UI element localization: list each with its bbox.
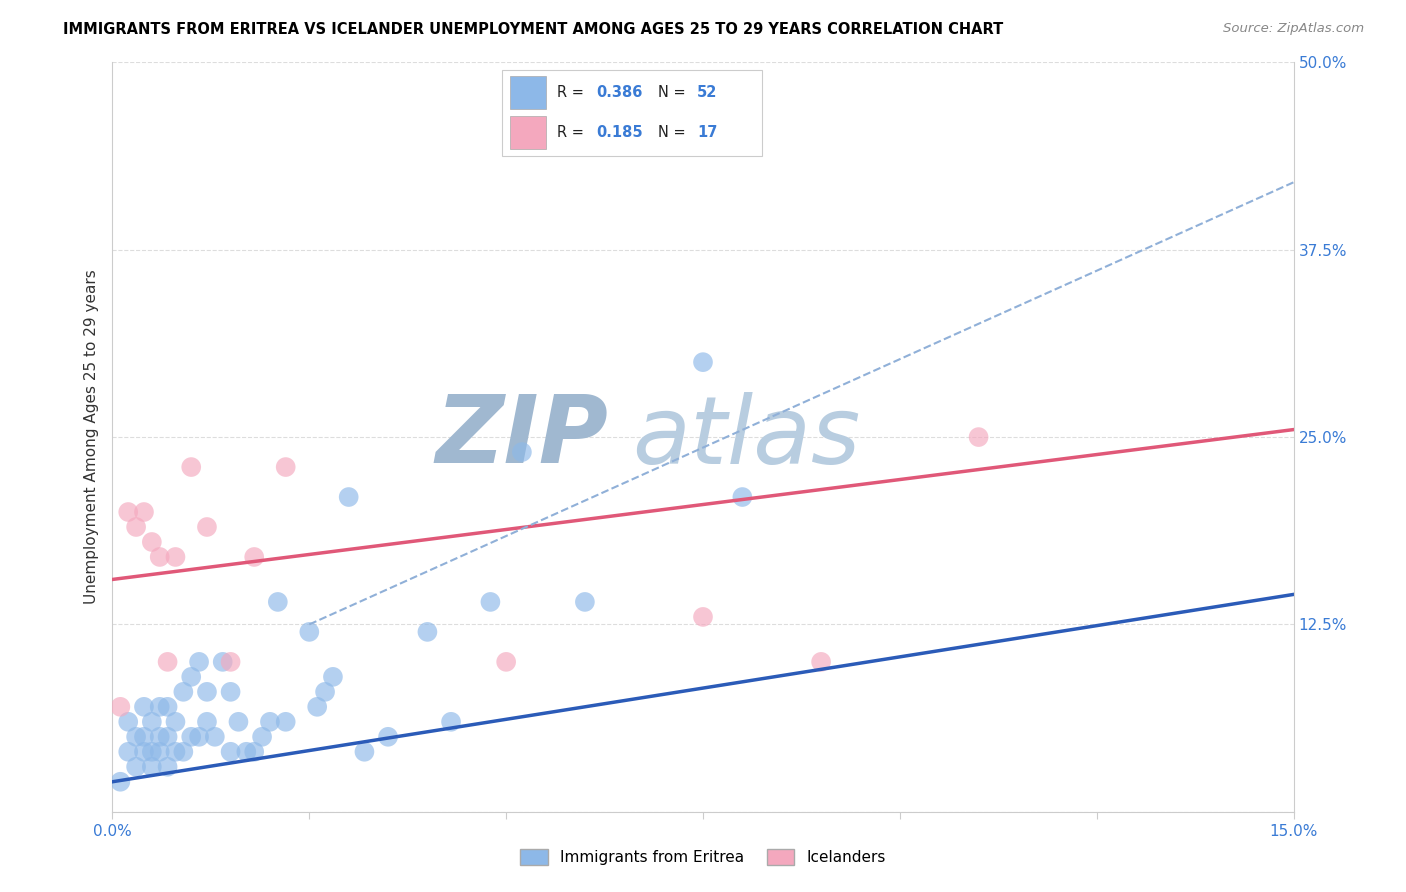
Point <box>211 655 233 669</box>
Legend: Immigrants from Eritrea, Icelanders: Immigrants from Eritrea, Icelanders <box>515 843 891 871</box>
Point <box>156 730 179 744</box>
Point <box>165 714 187 729</box>
Point <box>495 655 517 669</box>
Point <box>219 745 242 759</box>
Point <box>967 430 990 444</box>
Point <box>219 655 242 669</box>
Point <box>219 685 242 699</box>
Point <box>195 685 218 699</box>
Point <box>180 460 202 475</box>
Point <box>110 774 132 789</box>
Point <box>377 730 399 744</box>
Point <box>235 745 257 759</box>
Point <box>267 595 290 609</box>
Point <box>141 745 163 759</box>
Point <box>259 714 281 729</box>
Point <box>510 445 533 459</box>
Text: Source: ZipAtlas.com: Source: ZipAtlas.com <box>1223 22 1364 36</box>
Point <box>574 595 596 609</box>
Point <box>132 505 155 519</box>
Point <box>243 745 266 759</box>
Point <box>353 745 375 759</box>
Point <box>132 730 155 744</box>
Text: ZIP: ZIP <box>436 391 609 483</box>
Point <box>188 730 211 744</box>
Point <box>149 745 172 759</box>
Text: IMMIGRANTS FROM ERITREA VS ICELANDER UNEMPLOYMENT AMONG AGES 25 TO 29 YEARS CORR: IMMIGRANTS FROM ERITREA VS ICELANDER UNE… <box>63 22 1004 37</box>
Point <box>204 730 226 744</box>
Point <box>731 490 754 504</box>
Point <box>132 699 155 714</box>
Point <box>149 699 172 714</box>
Text: atlas: atlas <box>633 392 860 483</box>
Point <box>125 730 148 744</box>
Point <box>274 460 297 475</box>
Point <box>141 714 163 729</box>
Point <box>180 670 202 684</box>
Point <box>165 549 187 564</box>
Point <box>810 655 832 669</box>
Point <box>274 714 297 729</box>
Y-axis label: Unemployment Among Ages 25 to 29 years: Unemployment Among Ages 25 to 29 years <box>83 269 98 605</box>
Point <box>172 685 194 699</box>
Point <box>228 714 250 729</box>
Point <box>416 624 439 639</box>
Point <box>298 624 321 639</box>
Point <box>117 714 139 729</box>
Point <box>149 549 172 564</box>
Point <box>188 655 211 669</box>
Point <box>250 730 273 744</box>
Point <box>314 685 336 699</box>
Point <box>141 535 163 549</box>
Point <box>692 355 714 369</box>
Point <box>322 670 344 684</box>
Point <box>307 699 329 714</box>
Point <box>195 714 218 729</box>
Point <box>110 699 132 714</box>
Point <box>156 699 179 714</box>
Point <box>156 760 179 774</box>
Point <box>149 730 172 744</box>
Point <box>692 610 714 624</box>
Point <box>195 520 218 534</box>
Point <box>243 549 266 564</box>
Point <box>180 730 202 744</box>
Point <box>337 490 360 504</box>
Point <box>125 520 148 534</box>
Point <box>125 760 148 774</box>
Point <box>117 745 139 759</box>
Point <box>479 595 502 609</box>
Point <box>172 745 194 759</box>
Point <box>165 745 187 759</box>
Point <box>117 505 139 519</box>
Point <box>156 655 179 669</box>
Point <box>141 760 163 774</box>
Point <box>132 745 155 759</box>
Point <box>440 714 463 729</box>
